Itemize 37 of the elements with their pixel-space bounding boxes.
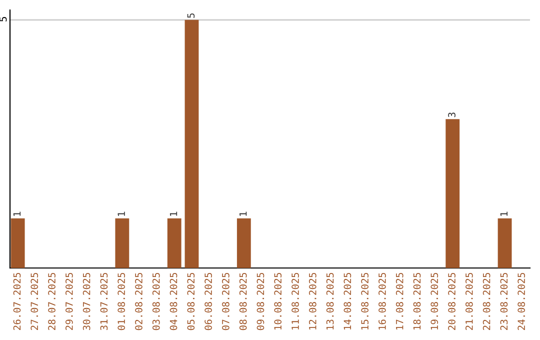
- data-label: 3: [448, 112, 456, 118]
- data-label: 1: [118, 212, 125, 216]
- x-tick-label: 14.08.2025: [344, 272, 352, 330]
- data-label: 1: [240, 212, 247, 216]
- x-tick-label: 24.08.2025: [518, 272, 526, 330]
- x-tick-label: 13.08.2025: [326, 272, 334, 330]
- x-tick-label: 31.07.2025: [100, 272, 108, 330]
- x-tick-label: 18.08.2025: [413, 272, 421, 330]
- x-tick-label: 15.08.2025: [361, 272, 368, 330]
- data-label: 1: [500, 212, 508, 216]
- data-label: 1: [170, 212, 178, 216]
- x-tick-label: 06.08.2025: [204, 272, 212, 330]
- x-tick-label: 26.07.2025: [13, 272, 21, 330]
- x-tick-label: 07.08.2025: [222, 272, 230, 330]
- x-tick-label: 11.08.2025: [292, 272, 299, 330]
- x-tick-label: 08.08.2025: [239, 272, 247, 330]
- x-tick-label: 09.08.2025: [256, 272, 264, 330]
- x-tick-label: 05.08.2025: [187, 272, 195, 330]
- x-tick-label: 21.08.2025: [465, 272, 473, 330]
- x-tick-label: 04.08.2025: [170, 272, 178, 330]
- x-tick-label: 22.08.2025: [482, 272, 490, 330]
- data-label: 1: [13, 212, 21, 216]
- data-label: 5: [187, 13, 195, 18]
- x-tick-label: 19.08.2025: [430, 272, 438, 330]
- x-tick-label: 20.08.2025: [448, 272, 456, 330]
- x-tick-label: 28.07.2025: [48, 272, 56, 330]
- x-tick-label: 30.07.2025: [82, 272, 90, 330]
- x-tick-label: 29.07.2025: [65, 272, 73, 330]
- x-tick-label: 03.08.2025: [152, 272, 160, 330]
- x-tick-label: 27.07.2025: [30, 272, 38, 330]
- x-tick-label: 01.08.2025: [118, 272, 126, 330]
- x-tick-label: 12.08.2025: [308, 272, 316, 330]
- x-tick-label: 02.08.2025: [135, 272, 142, 330]
- x-tick-label: 16.08.2025: [378, 272, 386, 330]
- x-tick-label: 10.08.2025: [274, 272, 282, 330]
- x-tick-label: 23.08.2025: [500, 272, 508, 330]
- x-tick-label: 17.08.2025: [396, 272, 404, 330]
